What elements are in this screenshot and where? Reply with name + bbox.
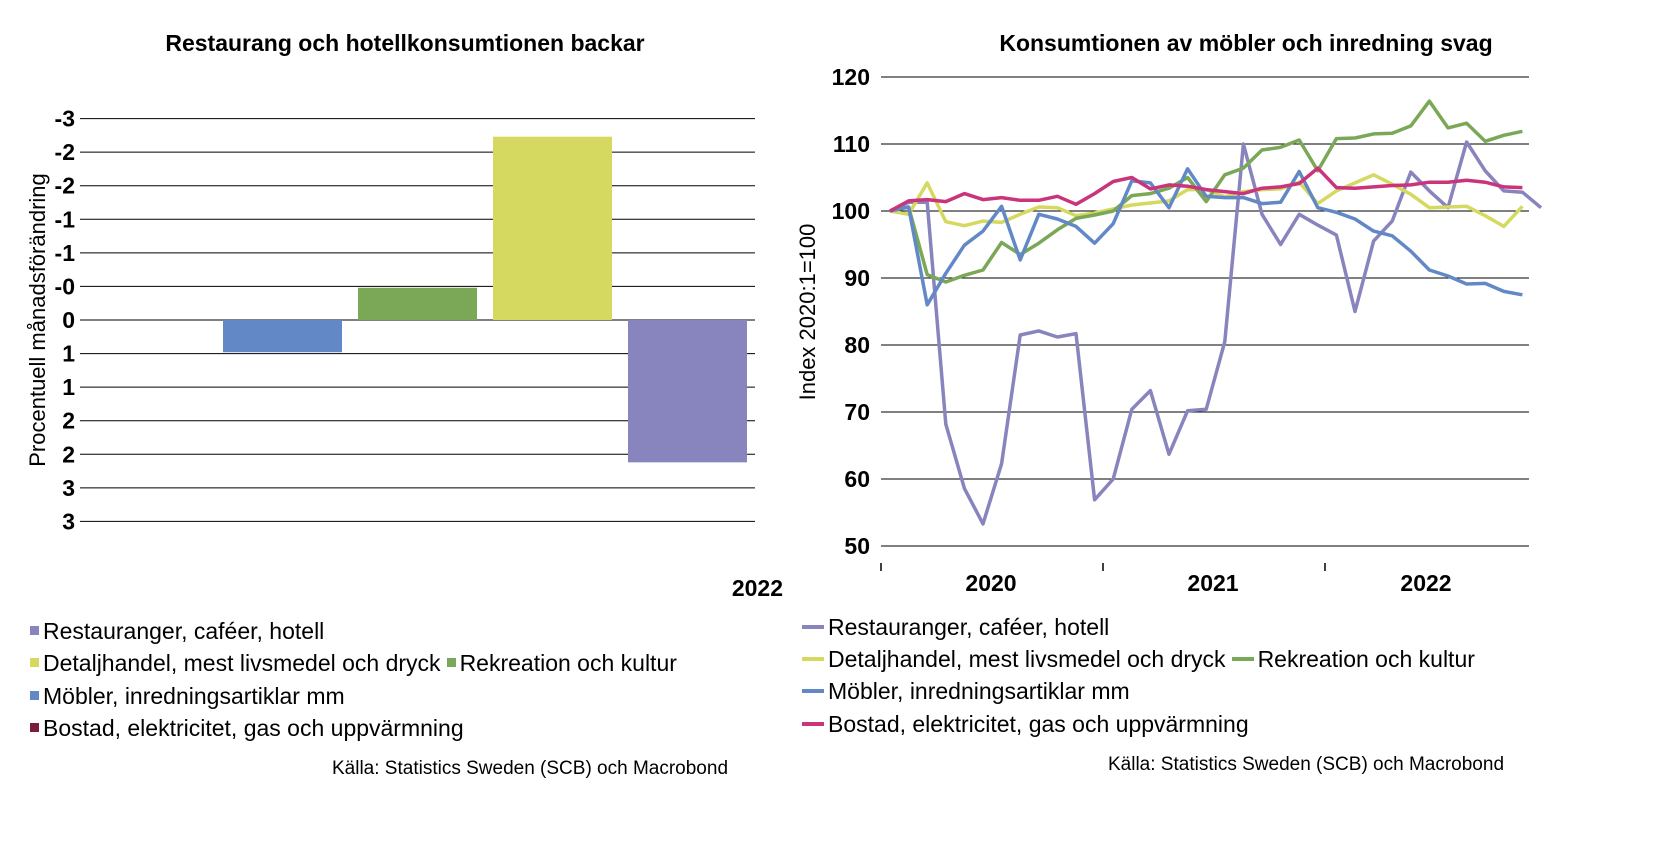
line-y-tick-label: 90 xyxy=(844,265,870,291)
bar-y-tick-labels: -3 -2 -2 -1 -1 -0 0 1 1 2 2 3 3 xyxy=(55,106,76,535)
line-y-tick-label: 80 xyxy=(844,332,870,358)
bar-y-axis-title: Procentuell månadsförändring xyxy=(25,173,50,467)
legend-label: Bostad, elektricitet, gas och uppvärmnin… xyxy=(43,715,464,741)
line-x-tick-label: 2022 xyxy=(1400,570,1451,596)
bar-series xyxy=(223,136,747,463)
legend-swatch xyxy=(30,691,39,701)
legend-swatch xyxy=(802,624,824,629)
bar-y-tick-label: 1 xyxy=(62,341,75,367)
line-y-tick-label: 100 xyxy=(832,198,870,224)
legend-item-bostad: Bostad, elektricitet, gas och uppvärmnin… xyxy=(30,713,464,743)
bar-y-tick-label: -3 xyxy=(55,106,75,132)
line-gridlines xyxy=(881,76,1529,547)
legend-item-mobler: Möbler, inredningsartiklar mm xyxy=(30,681,345,711)
bar-y-tick-label: 3 xyxy=(62,475,75,501)
legend-label: Restauranger, caféer, hotell xyxy=(43,618,325,644)
right-source-note: Källa: Statistics Sweden (SCB) och Macro… xyxy=(1108,754,1505,775)
legend-label: Bostad, elektricitet, gas och uppvärmnin… xyxy=(828,711,1249,737)
bar-y-tick-label: 0 xyxy=(62,307,75,333)
line-chart: 50 60 70 80 90 100 110 120 2020 2021 2022 Index 2… xyxy=(795,64,1543,596)
right-legend-row: Möbler, inredningsartiklar mm xyxy=(802,676,1136,706)
legend-label: Detaljhandel, mest livsmedel och dryck xyxy=(43,650,441,676)
right-chart-title: Konsumtionen av möbler och inredning sva… xyxy=(999,30,1493,56)
legend-label: Detaljhandel, mest livsmedel och dryck xyxy=(828,646,1226,672)
bar-2 xyxy=(358,287,477,320)
legend-swatch xyxy=(30,658,39,668)
bar-x-axis-label: 2022 xyxy=(732,575,783,601)
bar-3 xyxy=(493,136,612,320)
right-legend-row: Restauranger, caféer, hotell xyxy=(802,612,1115,642)
line-x-tick-label: 2021 xyxy=(1187,570,1238,596)
legend-item-rekreation: Rekreation och kultur xyxy=(1231,644,1475,674)
left-legend-row: Bostad, elektricitet, gas och uppvärmnin… xyxy=(30,713,470,743)
line-series-4 xyxy=(889,166,1523,213)
legend-swatch xyxy=(802,656,824,661)
legend-label: Rekreation och kultur xyxy=(1257,646,1475,672)
legend-item-mobler: Möbler, inredningsartiklar mm xyxy=(802,676,1130,706)
line-y-tick-label: 70 xyxy=(844,399,870,425)
bar-chart: -3 -2 -2 -1 -1 -0 0 1 1 2 2 3 3 Procentuell månadsfö… xyxy=(25,106,783,601)
bar-y-tick-label: -0 xyxy=(55,273,75,299)
legend-item-restauranger: Restauranger, caféer, hotell xyxy=(30,616,324,646)
legend-swatch xyxy=(30,723,39,733)
line-y-tick-label: 110 xyxy=(833,131,870,157)
right-legend-row: Bostad, elektricitet, gas och uppvärmnin… xyxy=(802,709,1255,739)
bar-y-tick-label: -1 xyxy=(55,206,76,232)
right-chart-panel: Konsumtionen av möbler och inredning sva… xyxy=(795,0,1672,846)
legend-item-detaljhandel: Detaljhandel, mest livsmedel och dryck xyxy=(802,644,1226,674)
bar-y-tick-label: 2 xyxy=(62,441,75,467)
legend-label: Restauranger, caféer, hotell xyxy=(828,614,1110,640)
line-series-3 xyxy=(889,167,1523,307)
bar-y-tick-label: 1 xyxy=(62,374,75,400)
legend-item-detaljhandel: Detaljhandel, mest livsmedel och dryck xyxy=(30,648,441,678)
right-legend-row: Detaljhandel, mest livsmedel och dryck R… xyxy=(802,644,1481,674)
left-legend-row: Möbler, inredningsartiklar mm xyxy=(30,681,351,711)
legend-swatch xyxy=(30,626,39,636)
bar-4 xyxy=(628,320,747,463)
legend-label: Möbler, inredningsartiklar mm xyxy=(828,678,1130,704)
line-y-tick-label: 120 xyxy=(832,64,870,90)
left-chart-title: Restaurang och hotellkonsumtionen backar xyxy=(165,30,645,56)
legend-item-restauranger: Restauranger, caféer, hotell xyxy=(802,612,1109,642)
left-chart-panel: Restaurang och hotellkonsumtionen backar… xyxy=(25,30,783,779)
legend-swatch xyxy=(1231,656,1254,661)
legend-swatch xyxy=(446,658,456,668)
bar-1 xyxy=(223,320,342,353)
line-x-tick-label: 2020 xyxy=(965,570,1016,596)
bar-y-tick-label: 3 xyxy=(62,508,75,534)
bar-y-tick-label: 2 xyxy=(62,408,75,434)
line-y-tick-label: 50 xyxy=(844,533,870,559)
line-series xyxy=(889,99,1543,526)
left-legend-row: Restauranger, caféer, hotell xyxy=(30,616,330,646)
left-legend-row: Detaljhandel, mest livsmedel och dryck R… xyxy=(30,648,683,678)
legend-swatch xyxy=(802,688,824,693)
legend-item-bostad: Bostad, elektricitet, gas och uppvärmnin… xyxy=(802,709,1249,739)
bar-y-tick-label: -1 xyxy=(55,240,76,266)
legend-label: Möbler, inredningsartiklar mm xyxy=(43,683,345,709)
line-y-tick-label: 60 xyxy=(844,466,870,492)
line-x-ticks: 2020 2021 2022 xyxy=(880,563,1452,596)
legend-item-rekreation: Rekreation och kultur xyxy=(446,648,677,678)
bar-y-tick-label: -2 xyxy=(55,139,75,165)
bar-y-tick-label: -2 xyxy=(55,173,75,199)
line-y-tick-labels: 50 60 70 80 90 100 110 120 xyxy=(832,64,870,559)
line-series-0 xyxy=(889,140,1543,526)
line-series-2 xyxy=(889,99,1523,284)
line-y-axis-title: Index 2020:1=100 xyxy=(795,224,820,401)
legend-label: Rekreation och kultur xyxy=(459,650,677,676)
legend-swatch xyxy=(802,721,824,726)
left-source-note: Källa: Statistics Sweden (SCB) och Macro… xyxy=(332,758,729,779)
